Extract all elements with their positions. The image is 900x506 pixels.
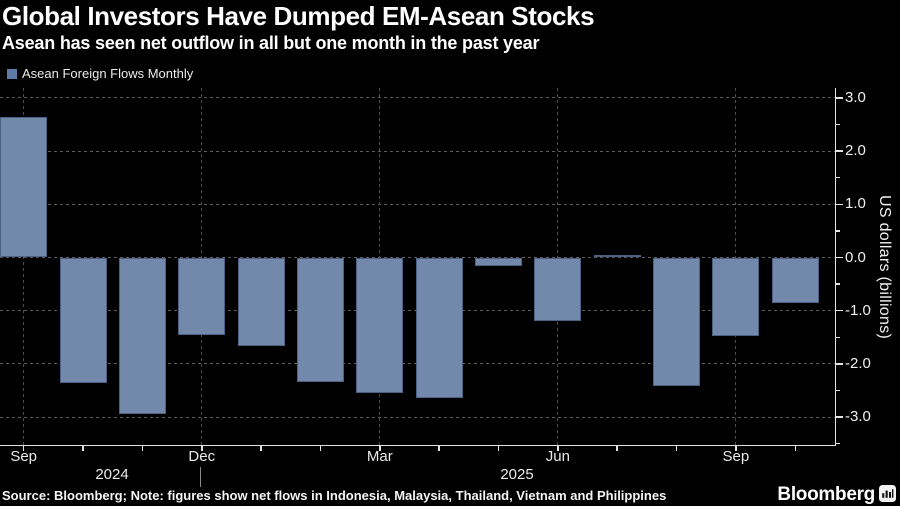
y-tick-label--3: -3.0 <box>845 408 871 426</box>
x-tick-6 <box>379 446 381 451</box>
y-major-tick-2 <box>836 150 843 152</box>
bar-feb-2025 <box>296 257 344 382</box>
x-tick-label-sep-12: Sep <box>722 448 750 465</box>
y-axis-line <box>834 88 836 446</box>
y-minor-tick--3.5 <box>836 442 840 445</box>
y-minor-tick-1.5 <box>836 176 840 179</box>
y-minor-tick--2.5 <box>836 389 840 392</box>
bar-nov-2024 <box>118 257 166 415</box>
gridline-y--3 <box>0 416 835 418</box>
gridline-y-1 <box>0 203 835 205</box>
gridline-y-2 <box>0 150 835 152</box>
year-divider-line <box>199 466 201 487</box>
bar-jan-2025 <box>237 257 285 346</box>
x-axis-line <box>0 444 836 446</box>
y-major-tick--3 <box>836 416 843 418</box>
x-tick-label-jun-9: Jun <box>545 448 570 465</box>
y-axis-title-box: US dollars (billions) <box>869 88 899 446</box>
bar-sep-2025 <box>712 257 760 337</box>
y-tick-label--1: -1.0 <box>845 301 871 319</box>
y-major-tick-1 <box>836 203 843 206</box>
y-major-tick-3 <box>836 97 843 99</box>
legend: Asean Foreign Flows Monthly <box>7 66 193 81</box>
x-tick-3 <box>201 446 203 451</box>
x-tick-13 <box>794 446 796 451</box>
y-minor-tick-2.5 <box>836 123 840 126</box>
source-note: Source: Bloomberg; Note: figures show ne… <box>2 488 667 503</box>
bar-may-2025 <box>475 257 522 266</box>
y-tick-label--2: -2.0 <box>845 355 871 373</box>
x-tick-0 <box>22 446 25 451</box>
x-tick-9 <box>557 446 559 451</box>
legend-label: Asean Foreign Flows Monthly <box>22 66 194 81</box>
bloomberg-wordmark: Bloomberg <box>777 484 875 505</box>
x-tick-7 <box>438 446 440 451</box>
bar-mar-2025 <box>356 257 404 393</box>
y-tick-label-3: 3.0 <box>845 89 866 107</box>
y-tick-label-0: 0.0 <box>845 248 866 266</box>
x-tick-8 <box>497 446 500 451</box>
legend-swatch-icon <box>7 68 17 79</box>
year-label-2024: 2024 <box>95 465 129 483</box>
y-major-tick-0 <box>836 256 843 259</box>
page-subtitle: Asean has seen net outflow in all but on… <box>2 33 540 53</box>
x-tick-10 <box>616 446 618 451</box>
y-minor-tick--1.5 <box>836 336 840 339</box>
bar-apr-2025 <box>415 257 463 398</box>
bar-aug-2025 <box>653 257 701 387</box>
y-major-tick--2 <box>836 363 843 365</box>
year-label-2025: 2025 <box>500 465 534 483</box>
bar-oct-2025 <box>771 257 819 303</box>
y-tick-label-2: 2.0 <box>845 142 866 160</box>
y-minor-tick--0.5 <box>836 283 840 285</box>
bar-jun-2025 <box>534 257 582 322</box>
x-tick-12 <box>735 446 737 451</box>
bar-oct-2024 <box>59 257 107 383</box>
x-tick-label-mar-6: Mar <box>366 448 393 465</box>
gridline-y-3 <box>0 97 835 99</box>
bar-sep-2024 <box>0 116 48 258</box>
x-tick-4 <box>260 446 262 451</box>
bar-dec-2024 <box>178 257 226 335</box>
x-tick-label-dec-3: Dec <box>188 448 216 465</box>
gridline-x-sep <box>23 88 25 445</box>
footer: Source: Bloomberg; Note: figures show ne… <box>0 482 900 506</box>
bar-jul-2025 <box>593 254 641 258</box>
y-tick-label-1: 1.0 <box>845 195 866 213</box>
x-tick-5 <box>319 446 322 451</box>
x-tick-1 <box>82 446 84 451</box>
x-tick-11 <box>675 446 678 451</box>
x-tick-2 <box>141 446 144 451</box>
y-axis-title: US dollars (billions) <box>876 194 893 340</box>
y-major-tick--1 <box>836 309 843 312</box>
y-minor-tick-0.5 <box>836 230 840 232</box>
page-title: Global Investors Have Dumped EM-Asean St… <box>2 1 595 31</box>
x-tick-label-sep-0: Sep <box>10 448 38 465</box>
bloomberg-terminal-icon <box>879 485 896 502</box>
